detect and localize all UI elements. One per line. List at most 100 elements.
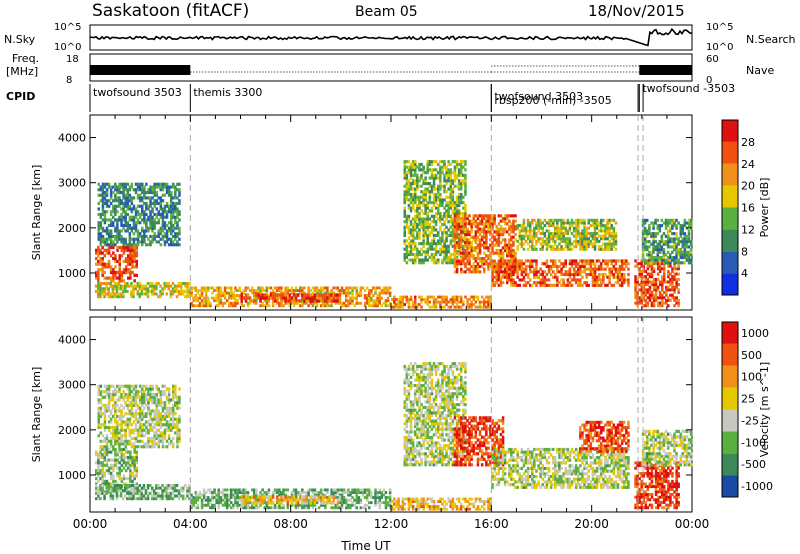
power-cell: [658, 270, 662, 273]
velocity-cell: [131, 461, 134, 465]
power-cell: [545, 239, 549, 243]
power-cell: [428, 223, 432, 227]
power-cell: [386, 299, 390, 303]
power-cell: [646, 277, 650, 281]
power-cell: [97, 226, 100, 230]
power-cell: [531, 259, 534, 263]
power-cell: [418, 253, 421, 257]
power-cell: [552, 239, 555, 243]
power-cell: [474, 249, 478, 253]
power-cell: [634, 259, 637, 263]
power-cell: [355, 301, 358, 305]
power-cell: [294, 301, 298, 305]
power-cell: [564, 242, 567, 246]
velocity-cell: [186, 494, 189, 498]
power-cell: [526, 273, 530, 277]
power-cell: [443, 300, 446, 304]
power-cell: [455, 160, 459, 164]
power-cell: [103, 265, 106, 269]
velocity-cell: [111, 497, 115, 501]
velocity-cell: [116, 450, 119, 454]
power-cell: [176, 223, 179, 227]
power-cell: [604, 267, 607, 271]
power-cell: [451, 303, 455, 306]
power-cell: [414, 295, 417, 299]
power-cell: [608, 242, 611, 246]
power-cell: [614, 267, 618, 271]
power-cell: [399, 300, 402, 304]
power-cell: [614, 232, 618, 235]
power-cell: [451, 171, 455, 175]
power-cell: [374, 299, 377, 303]
power-cell: [170, 191, 173, 195]
velocity-cell: [157, 486, 160, 490]
power-cell: [215, 299, 218, 303]
power-cell: [426, 239, 429, 243]
power-cell: [489, 298, 492, 301]
power-cell: [169, 295, 173, 299]
power-cell: [411, 168, 415, 172]
power-cell: [405, 247, 409, 251]
nsearch-tick-bottom: 10^0: [706, 42, 733, 53]
power-cell: [409, 258, 413, 262]
power-colorbar-tick: 8: [741, 245, 748, 258]
power-cell: [359, 289, 363, 292]
power-cell: [503, 270, 507, 274]
power-cell: [554, 273, 557, 277]
power-cell: [683, 245, 687, 249]
power-cell: [524, 232, 528, 235]
power-cell: [407, 250, 411, 254]
power-cell: [411, 198, 415, 202]
power-cell: [451, 244, 455, 248]
power-cell: [650, 275, 654, 279]
power-cell: [161, 215, 165, 219]
power-cell: [533, 245, 536, 249]
power-cell: [161, 237, 165, 241]
power-cell: [671, 270, 674, 273]
power-cell: [558, 281, 561, 285]
velocity-cell: [144, 497, 148, 501]
power-cell: [476, 227, 480, 231]
velocity-cell: [131, 458, 134, 462]
power-cell: [299, 286, 302, 290]
power-cell: [114, 226, 117, 230]
power-cell: [234, 296, 237, 300]
power-cell: [453, 201, 457, 205]
power-cell: [430, 162, 434, 166]
power-cell: [677, 267, 680, 271]
power-cell: [395, 298, 398, 301]
power-cell: [426, 225, 429, 229]
power-cell: [296, 293, 300, 297]
power-cell: [667, 272, 670, 276]
power-cell: [539, 242, 542, 246]
power-cell: [497, 230, 501, 234]
power-cell: [489, 238, 492, 242]
velocity-cell: [105, 403, 109, 407]
power-cell: [640, 272, 643, 276]
power-cell: [95, 270, 98, 275]
power-cell: [330, 296, 333, 300]
velocity-cell: [188, 486, 191, 490]
power-cell: [445, 165, 448, 169]
power-cell: [535, 273, 538, 277]
power-cell: [411, 300, 415, 304]
power-cell: [604, 232, 607, 235]
velocity-cell: [177, 494, 181, 498]
power-cell: [407, 171, 411, 175]
power-cell: [434, 168, 438, 172]
power-cell: [566, 218, 570, 222]
power-cell: [105, 240, 109, 244]
velocity-cell: [124, 486, 127, 490]
power-cell: [493, 281, 496, 285]
velocity-cell: [171, 489, 175, 493]
power-cell: [424, 250, 427, 254]
power-cell: [188, 289, 191, 293]
velocity-cell: [101, 403, 105, 407]
power-cell: [597, 283, 601, 287]
power-cell: [660, 250, 664, 254]
power-cell: [127, 268, 130, 272]
velocity-cell: [140, 486, 144, 490]
power-cell: [660, 218, 664, 222]
power-cell: [514, 264, 517, 268]
power-cell: [474, 259, 478, 263]
